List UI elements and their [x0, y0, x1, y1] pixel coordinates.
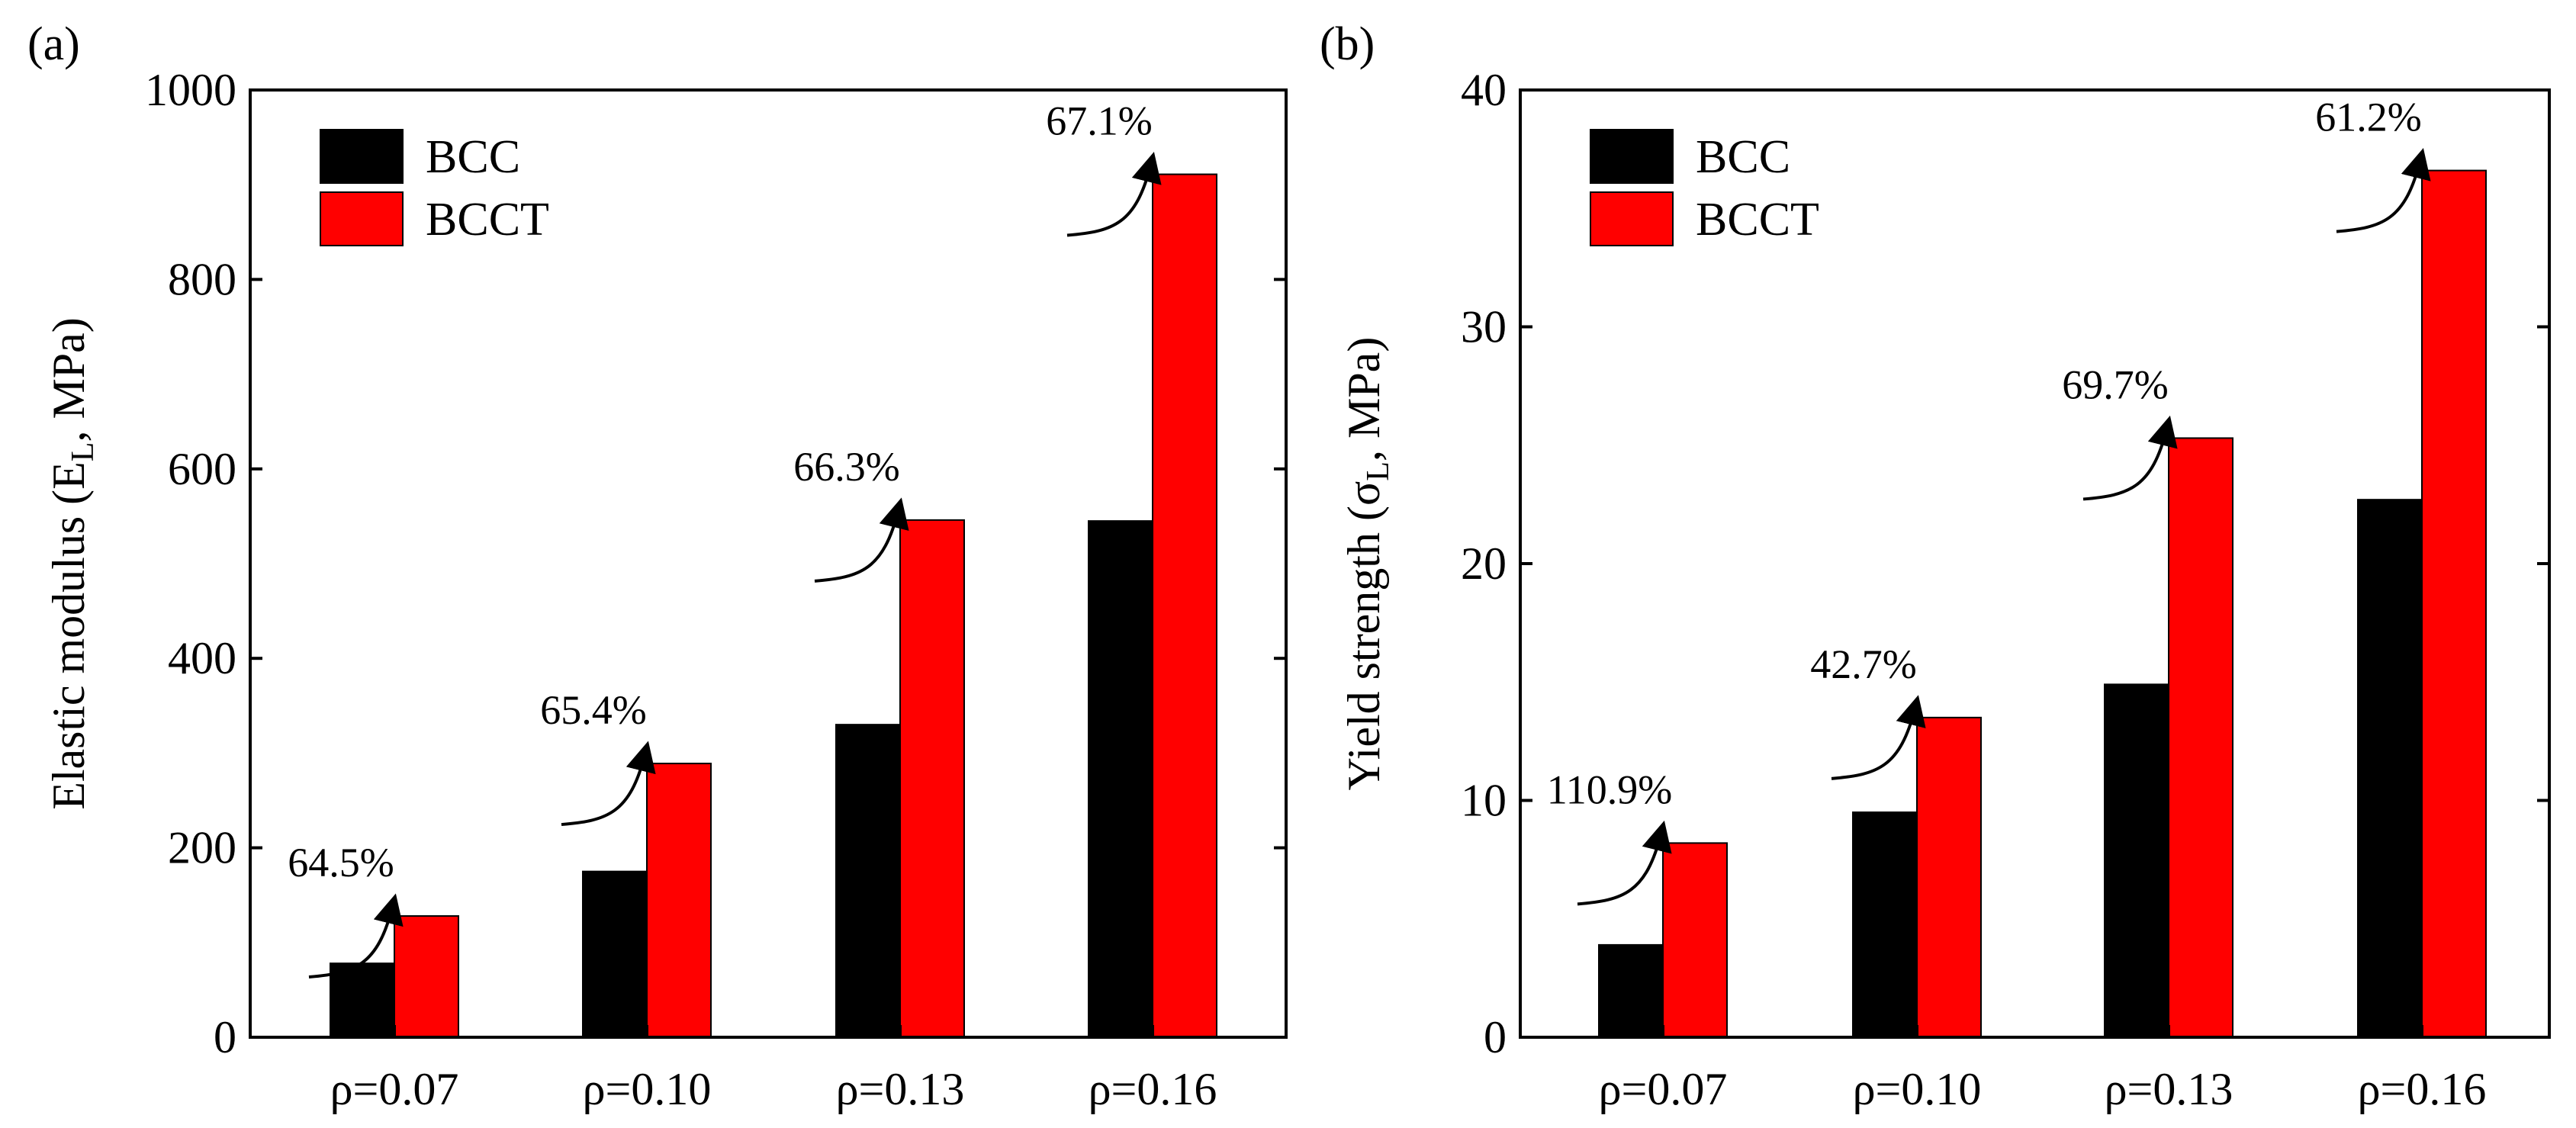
- increase-label-2: 42.7%: [1810, 641, 1916, 687]
- bar-bcc-4: [1088, 520, 1153, 1038]
- bar-bcc-1: [330, 962, 395, 1039]
- increase-label-4: 67.1%: [1046, 98, 1152, 144]
- bar-bcct-2: [646, 763, 712, 1038]
- increase-label-3: 69.7%: [2062, 362, 2168, 407]
- y-tick-label-3: 400: [168, 633, 236, 683]
- bar-bcct-3: [2168, 437, 2233, 1038]
- y-tick-label-5: 800: [168, 254, 236, 304]
- bar-bcc-3: [835, 724, 901, 1038]
- x-tick-label-3: ρ=0.13: [836, 1064, 965, 1114]
- legend-label-bcc: BCC: [426, 131, 520, 183]
- increase-label-3: 66.3%: [793, 444, 899, 490]
- legend-label-bcct: BCCT: [426, 194, 549, 246]
- panel-a: 64.5% ρ=0.07 65.4% ρ=0.10 66.3% ρ=0.13 67.1% ρ=…: [27, 18, 1288, 1114]
- legend-swatch-bcc: [1590, 129, 1674, 184]
- bar-bcct-1: [394, 915, 459, 1039]
- x-tick-label-1: ρ=0.07: [330, 1064, 459, 1114]
- y-axis-title: Elastic modulus (EL, MPa): [43, 317, 101, 810]
- legend-swatch-bcc: [320, 129, 404, 184]
- y-axis-title-main: Yield strength (σ: [1339, 481, 1389, 791]
- panel-label: (b): [1320, 18, 1375, 70]
- y-tick-label-2: 10: [1461, 776, 1507, 826]
- bar-bcc-2: [1852, 811, 1918, 1039]
- bar-bcct-1: [1662, 842, 1728, 1039]
- y-tick-label-1: 0: [214, 1012, 236, 1062]
- legend-label-bcct: BCCT: [1696, 194, 1819, 246]
- bar-bcct-4: [2421, 169, 2487, 1039]
- y-axis-title-main: Elastic modulus (E: [43, 461, 94, 810]
- legend-swatch-bcct: [320, 191, 404, 246]
- bar-bcct-4: [1152, 173, 1217, 1039]
- bar-bcc-4: [2357, 499, 2423, 1038]
- increase-label-1: 110.9%: [1547, 766, 1672, 812]
- y-tick-label-4: 30: [1461, 302, 1507, 352]
- y-axis-title-subscript: L: [1361, 461, 1396, 481]
- x-tick-label-1: ρ=0.07: [1599, 1064, 1728, 1114]
- y-axis-title-subscript: L: [66, 442, 101, 462]
- x-tick-label-2: ρ=0.10: [1853, 1064, 1982, 1114]
- plot-frame: [249, 88, 1288, 1039]
- increase-arrow-3: [2082, 415, 2178, 501]
- bar-bcc-3: [2104, 683, 2169, 1038]
- y-tick-label-3: 20: [1461, 538, 1507, 589]
- bar-bcct-2: [1916, 716, 1982, 1038]
- x-tick-label-4: ρ=0.16: [1089, 1064, 1217, 1114]
- increase-label-2: 65.4%: [540, 687, 646, 733]
- increase-label-4: 61.2%: [2315, 95, 2421, 140]
- y-axis-title-end: , MPa): [43, 317, 94, 442]
- increase-arrow-2: [561, 741, 656, 827]
- increase-arrow-4: [2336, 148, 2431, 233]
- bar-bcct-3: [899, 519, 965, 1038]
- bar-bcc-2: [582, 870, 648, 1039]
- increase-arrow-1: [308, 893, 404, 979]
- y-tick-label-4: 600: [168, 444, 236, 494]
- panel-label: (a): [27, 18, 80, 70]
- increase-label-1: 64.5%: [288, 840, 394, 885]
- x-tick-label-2: ρ=0.10: [583, 1064, 712, 1114]
- y-axis-title: Yield strength (σL, MPa): [1339, 337, 1396, 791]
- legend-label-bcc: BCC: [1696, 131, 1790, 183]
- panel-b: 110.9% ρ=0.07 42.7% ρ=0.10 69.7% ρ=0.13 61.2% ρ…: [1320, 18, 2551, 1114]
- legend-swatch-bcct: [1590, 191, 1674, 246]
- increase-arrow-3: [814, 497, 909, 583]
- bar-bcc-1: [1598, 943, 1664, 1039]
- increase-arrow-1: [1577, 820, 1672, 906]
- y-axis-title-end: , MPa): [1339, 337, 1389, 461]
- y-tick-label-1: 0: [1484, 1012, 1507, 1062]
- y-tick-label-5: 40: [1461, 65, 1507, 115]
- x-tick-label-3: ρ=0.13: [2105, 1064, 2233, 1114]
- increase-arrow-2: [1831, 695, 1926, 780]
- increase-arrow-4: [1066, 152, 1162, 237]
- x-tick-label-4: ρ=0.16: [2358, 1064, 2487, 1114]
- y-tick-label-2: 200: [168, 823, 236, 873]
- y-tick-label-6: 1000: [145, 65, 236, 115]
